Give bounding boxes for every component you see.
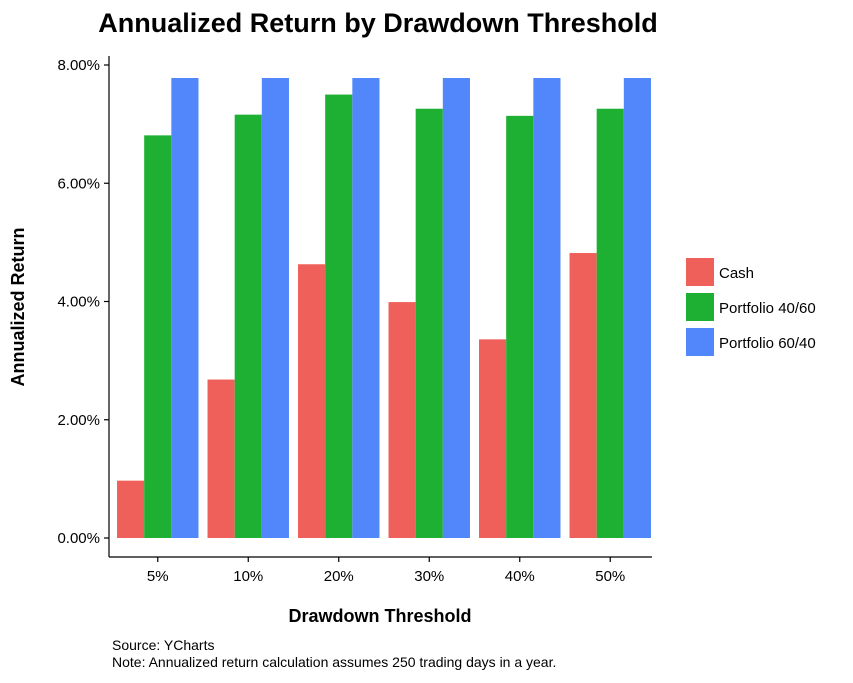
bar-portfolio-60-40-10pct bbox=[261, 78, 289, 538]
x-tick-label: 20% bbox=[324, 568, 354, 585]
y-tick-label: 2.00% bbox=[57, 412, 100, 429]
bar-portfolio-60-40-40pct bbox=[533, 78, 561, 538]
source-note: Source: YCharts bbox=[112, 637, 214, 653]
legend-key-portfolio-40-60 bbox=[684, 291, 716, 323]
legend-label: Portfolio 40/60 bbox=[719, 300, 816, 317]
bar-portfolio-60-40-20pct bbox=[352, 78, 380, 538]
x-tick-label: 10% bbox=[233, 568, 263, 585]
bar-portfolio-40-60-20pct bbox=[325, 94, 353, 538]
bar-cash-5pct bbox=[117, 480, 145, 538]
y-axis-title: Annualized Return bbox=[8, 227, 28, 386]
y-tick-label: 4.00% bbox=[57, 294, 100, 311]
x-tick-label: 5% bbox=[147, 568, 169, 585]
legend-label: Portfolio 60/40 bbox=[719, 335, 816, 352]
y-tick-label: 0.00% bbox=[57, 530, 100, 547]
bar-portfolio-40-60-40pct bbox=[506, 115, 534, 538]
bar-portfolio-60-40-30pct bbox=[442, 78, 470, 538]
bar-cash-20pct bbox=[298, 264, 326, 538]
legend-key-portfolio-60-40 bbox=[684, 326, 716, 358]
chart-title: Annualized Return by Drawdown Threshold bbox=[98, 8, 658, 38]
legend: Cash Portfolio 40/60 Portfolio 60/40 bbox=[684, 256, 816, 358]
bars-group bbox=[117, 78, 651, 539]
bar-cash-10pct bbox=[207, 379, 235, 538]
x-tick-label: 30% bbox=[414, 568, 444, 585]
y-tick-label: 6.00% bbox=[57, 175, 100, 192]
bar-portfolio-40-60-5pct bbox=[144, 135, 172, 539]
bar-portfolio-60-40-5pct bbox=[171, 78, 199, 538]
bar-portfolio-40-60-10pct bbox=[234, 114, 262, 538]
x-tick-label: 50% bbox=[595, 568, 625, 585]
bar-cash-50pct bbox=[569, 253, 597, 538]
y-tick-label: 8.00% bbox=[57, 57, 100, 74]
x-axis-ticks: 5% 10% 20% 30% 40% 50% bbox=[147, 557, 625, 585]
bar-cash-30pct bbox=[388, 302, 416, 538]
x-tick-label: 40% bbox=[505, 568, 535, 585]
legend-label: Cash bbox=[719, 265, 754, 282]
legend-key-cash bbox=[684, 256, 716, 288]
bar-portfolio-40-60-50pct bbox=[596, 108, 624, 538]
bar-cash-40pct bbox=[479, 339, 507, 538]
y-axis-ticks: 0.00% 2.00% 4.00% 6.00% 8.00% bbox=[57, 57, 109, 547]
assumption-note: Note: Annualized return calculation assu… bbox=[112, 654, 556, 670]
bar-portfolio-40-60-30pct bbox=[415, 108, 443, 538]
bar-portfolio-60-40-50pct bbox=[623, 78, 651, 538]
x-axis-title: Drawdown Threshold bbox=[288, 606, 471, 626]
